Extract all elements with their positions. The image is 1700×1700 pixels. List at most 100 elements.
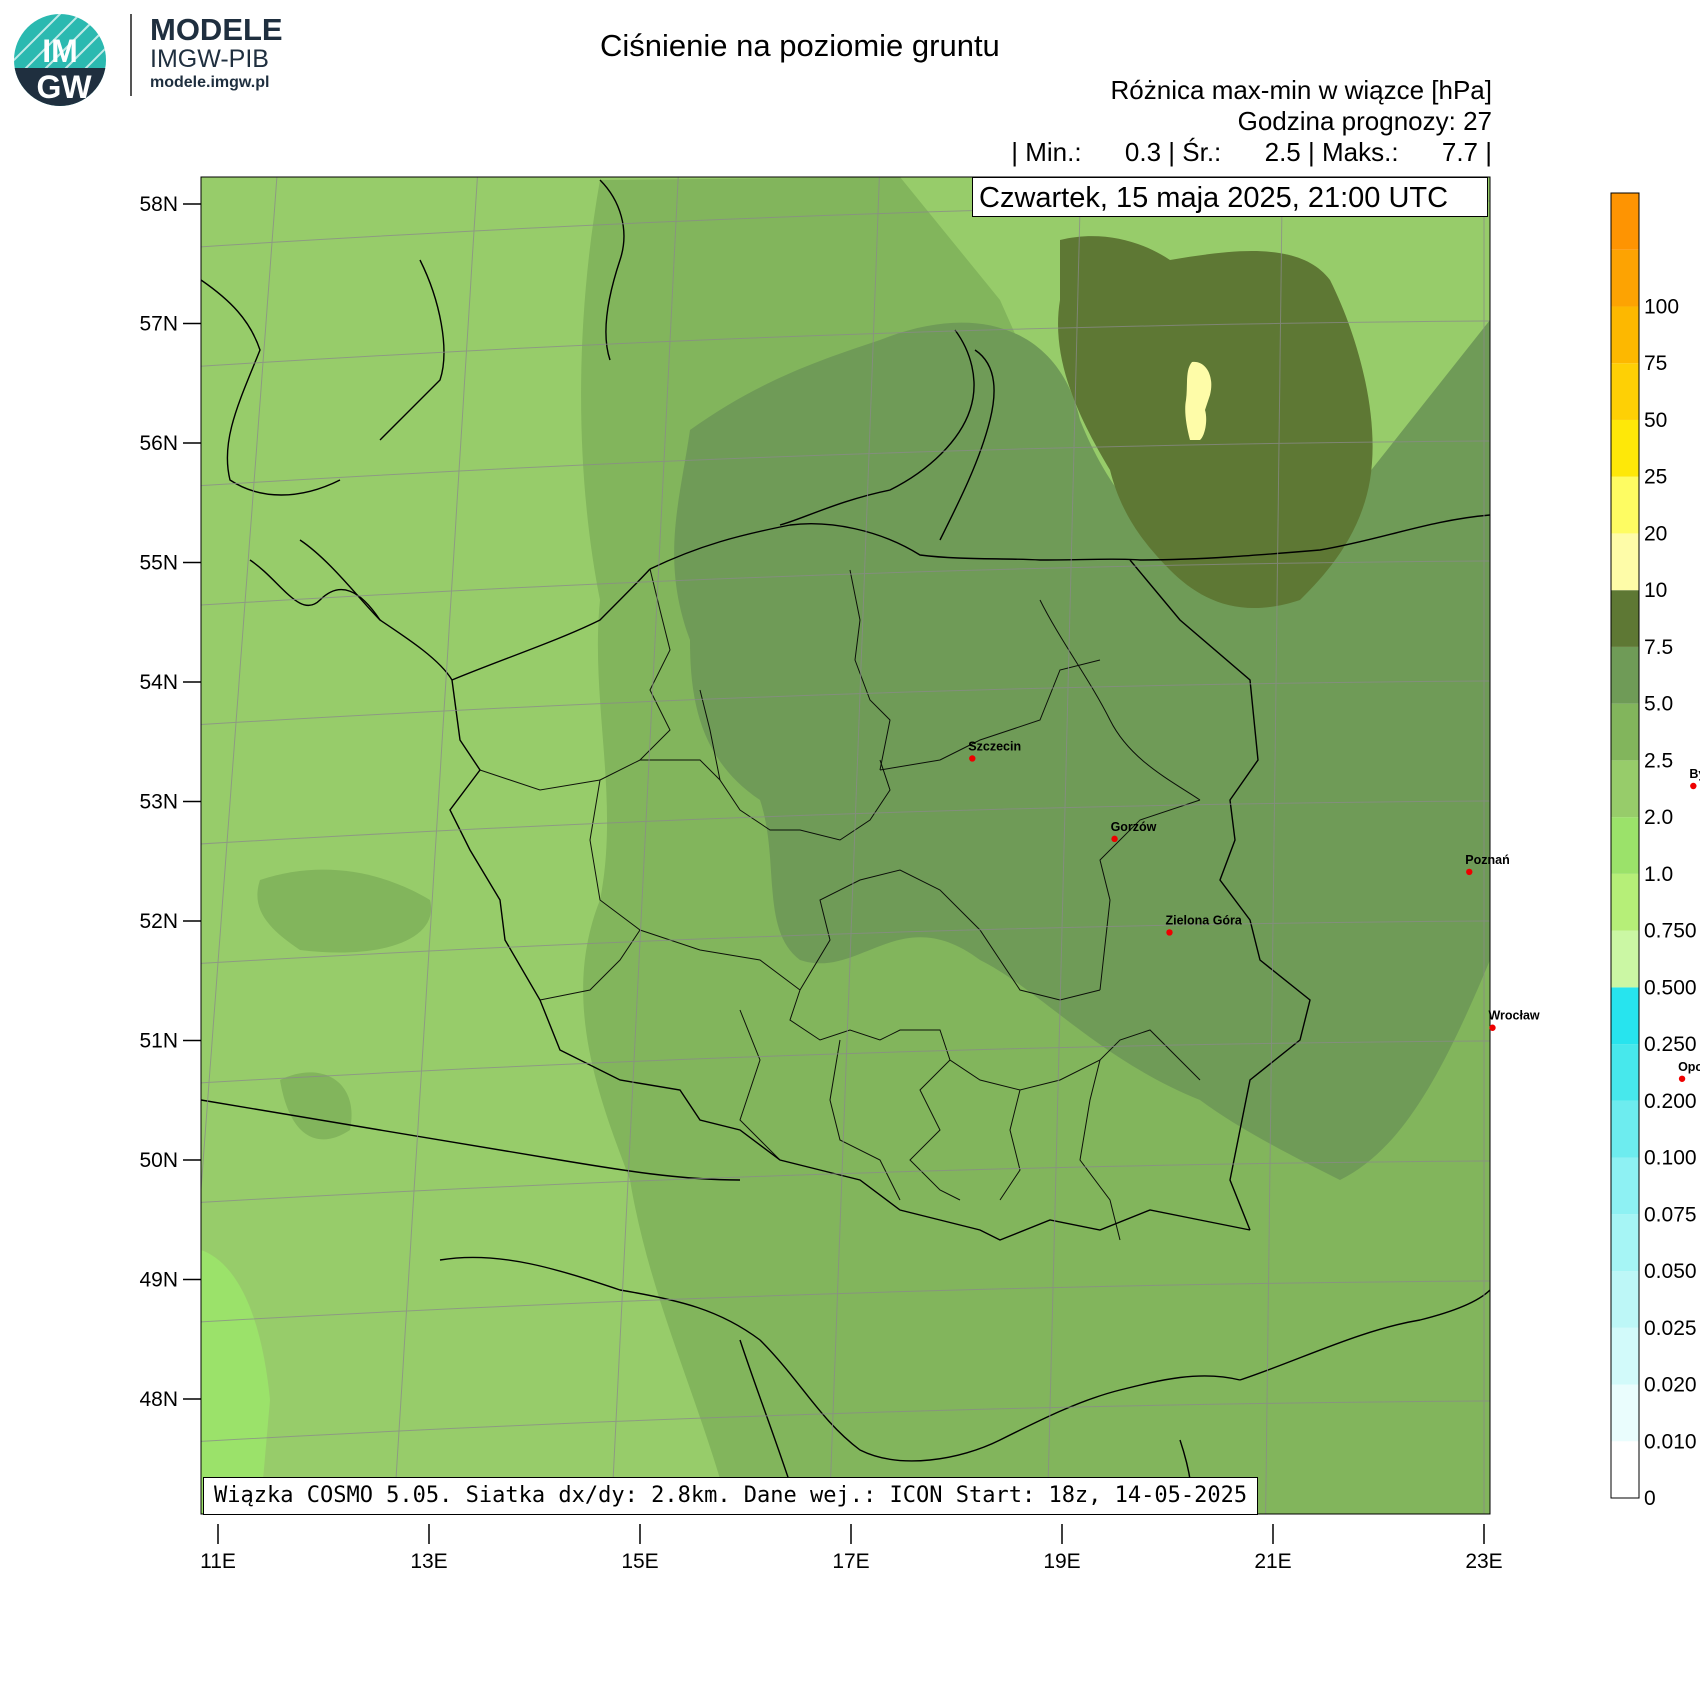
legend-label: 0.050 — [1644, 1260, 1697, 1283]
voivodeship-borders — [479, 568, 1201, 1241]
legend-swatch — [1611, 193, 1639, 250]
legend-swatch — [1611, 646, 1639, 704]
legend-swatch — [1611, 1100, 1639, 1158]
city-label: Bydgoszcz — [1689, 767, 1700, 781]
field-level-1 — [201, 1250, 270, 1514]
legend-swatch — [1611, 1384, 1639, 1442]
legend-frame — [1610, 192, 1640, 1499]
field-level-5 — [1058, 236, 1373, 609]
graticule — [0, 80, 1700, 1576]
lon-tick-label: 19E — [1043, 1550, 1080, 1573]
city-dot — [1466, 868, 1473, 876]
map-area — [0, 80, 1700, 1576]
field-level-75 — [1185, 361, 1212, 440]
map-subtitle: Różnica max-min w wiązce [hPa] — [1110, 75, 1492, 105]
legend-swatch — [1611, 1441, 1639, 1498]
lat-tick-label: 49N — [139, 1269, 178, 1292]
legend-label: 75 — [1644, 352, 1667, 375]
legend-swatch — [1611, 533, 1639, 591]
parallel-line — [201, 920, 1490, 964]
legend-label: 100 — [1644, 295, 1679, 318]
lon-tick-label: 21E — [1254, 1550, 1291, 1573]
lat-tick-label: 56N — [139, 432, 178, 455]
legend-label: 0.025 — [1644, 1317, 1697, 1340]
valid-date: Czwartek, 15 maja 2025, 21:00 UTC — [972, 177, 1488, 217]
legend-label: 0.100 — [1644, 1147, 1697, 1170]
city-label: Poznań — [1465, 853, 1509, 867]
brand-org: IMGW-PIB — [150, 45, 269, 73]
latitude-axis: 58N 57N 56N 55N 54N 53N 52N 51N 50N 49N 48N — [139, 193, 201, 1411]
brand-name: MODELE — [150, 12, 283, 47]
parallel-line — [201, 680, 1490, 725]
legend-swatch — [1611, 1271, 1639, 1328]
legend-swatch — [1611, 760, 1639, 818]
city-label: Opole — [1678, 1060, 1700, 1074]
meridian-line — [1685, 80, 1700, 1520]
lat-tick-label: 50N — [139, 1149, 178, 1172]
legend-label: 0.500 — [1644, 976, 1697, 999]
parallel-line — [201, 800, 1490, 845]
city-dot — [1166, 929, 1173, 936]
stats-line: | Min.: 0.3 | Śr.: 2.5 | Maks.: 7.7 | — [1011, 137, 1492, 167]
lat-tick-label: 53N — [139, 791, 178, 814]
legend-swatch — [1611, 363, 1639, 420]
lon-tick-label: 23E — [1465, 1550, 1502, 1573]
model-credit: Wiązka COSMO 5.05. Siatka dx/dy: 2.8km. … — [203, 1477, 1259, 1515]
parallel-line — [201, 440, 1490, 487]
logo-text-top: IM — [42, 33, 78, 69]
city-markers: GdańskSuwałkiOlsztynBiałystokSzczecinByd… — [968, 739, 1700, 1082]
legend-swatch — [1611, 306, 1639, 364]
parallel-line — [201, 1160, 1490, 1203]
lon-tick-label: 15E — [621, 1550, 658, 1573]
legend-label: 2.0 — [1644, 806, 1673, 829]
parallel-line — [201, 560, 1490, 606]
parallel-line — [0, 80, 1700, 150]
legend-swatch — [1611, 703, 1639, 761]
map-title: Ciśnienie na poziomie gruntu — [600, 28, 1000, 63]
field-level-2-patch — [257, 869, 432, 953]
legend-swatch — [1611, 419, 1639, 477]
legend-label: 1.0 — [1644, 863, 1673, 886]
city-label: Gorzów — [1111, 820, 1157, 834]
legend-label: 0.075 — [1644, 1203, 1697, 1226]
forecast-hour: Godzina prognozy: 27 — [1237, 106, 1492, 136]
coastlines-borders — [201, 179, 1490, 1514]
legend-label: 0.200 — [1644, 1090, 1697, 1113]
parallel-line — [201, 1040, 1490, 1084]
city-label: Szczecin — [968, 739, 1021, 753]
city-dot — [1489, 1024, 1496, 1031]
lon-tick-label: 11E — [200, 1550, 236, 1573]
legend-label: 25 — [1644, 466, 1667, 489]
legend-swatch — [1611, 1327, 1639, 1385]
legend-swatch — [1611, 476, 1639, 534]
legend-swatch — [1611, 930, 1639, 988]
legend-label: 0.750 — [1644, 920, 1697, 943]
legend-label: 0 — [1644, 1487, 1656, 1510]
city-label: Wrocław — [1488, 1009, 1539, 1023]
lat-tick-label: 55N — [139, 552, 178, 575]
legend-label: 0.010 — [1644, 1430, 1697, 1453]
legend-label: 0.250 — [1644, 1033, 1697, 1056]
legend-label: 7.5 — [1644, 636, 1673, 659]
legend-swatch — [1611, 987, 1639, 1045]
legend-label: 50 — [1644, 409, 1667, 432]
city-dot — [1111, 835, 1118, 843]
meridian-line — [0, 136, 81, 1576]
lat-tick-label: 58N — [139, 193, 178, 216]
legend-label: 10 — [1644, 579, 1667, 602]
city-label: Zielona Góra — [1165, 913, 1242, 927]
legend-label: 0.020 — [1644, 1374, 1697, 1397]
legend-swatch — [1611, 590, 1639, 647]
lon-tick-label: 17E — [832, 1550, 869, 1573]
lat-tick-label: 57N — [139, 313, 178, 336]
lon-tick-label: 13E — [410, 1550, 447, 1573]
brand-url[interactable]: modele.imgw.pl — [150, 74, 270, 91]
legend-swatch — [1611, 817, 1639, 874]
brand-block: MODELE IMGW-PIB modele.imgw.pl — [130, 14, 283, 96]
lat-tick-label: 51N — [139, 1030, 178, 1053]
lat-tick-label: 54N — [139, 671, 178, 694]
lat-tick-label: 52N — [139, 910, 178, 933]
imgw-logo: IM GW — [14, 14, 106, 106]
city-dot — [1690, 782, 1697, 790]
